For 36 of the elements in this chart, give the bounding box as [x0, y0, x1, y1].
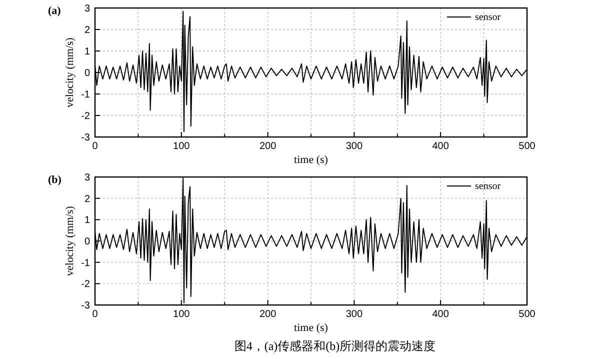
y-tick-label: -2	[81, 111, 90, 122]
y-tick-label: 1	[84, 215, 90, 226]
x-axis-title: time (s)	[294, 322, 328, 334]
legend-label: sensor	[475, 181, 502, 192]
x-tick-label: 400	[432, 309, 450, 320]
y-tick-label: 0	[84, 68, 90, 79]
x-tick-label: 500	[518, 141, 536, 152]
y-tick-label: -2	[81, 279, 90, 290]
y-tick-label: 3	[84, 172, 90, 184]
y-axis-title: velocity (mm/s)	[64, 37, 76, 108]
x-axis-title: time (s)	[294, 154, 328, 166]
x-tick-label: 300	[346, 309, 363, 320]
y-tick-label: 0	[84, 236, 90, 248]
chart-title: (a)	[48, 5, 62, 17]
y-tick-label: 1	[84, 46, 90, 58]
y-axis-title: velocity (mm/s)	[64, 206, 76, 276]
x-tick-label: 0	[92, 309, 98, 320]
x-tick-label: 200	[259, 309, 277, 320]
line-series	[94, 178, 528, 304]
x-tick-label: 100	[173, 141, 190, 152]
y-tick-label: -3	[81, 132, 90, 144]
x-tick-label: 100	[173, 309, 190, 320]
x-tick-label: 300	[346, 141, 363, 152]
y-tick-label: 3	[84, 4, 90, 14]
x-tick-label: 400	[432, 141, 450, 152]
y-tick-label: -1	[81, 258, 90, 269]
chart-title: (b)	[48, 174, 62, 186]
y-tick-label: -3	[81, 300, 90, 312]
caption: 图4，(a)传感器和(b)所测得的震动速度	[234, 339, 436, 353]
x-tick-label: 500	[518, 309, 536, 320]
legend-label: sensor	[475, 12, 502, 23]
x-tick-label: 200	[259, 141, 277, 152]
y-tick-label: -1	[81, 90, 90, 100]
y-tick-label: 2	[84, 25, 90, 36]
x-tick-label: 0	[92, 141, 98, 152]
y-tick-label: 2	[84, 194, 90, 205]
